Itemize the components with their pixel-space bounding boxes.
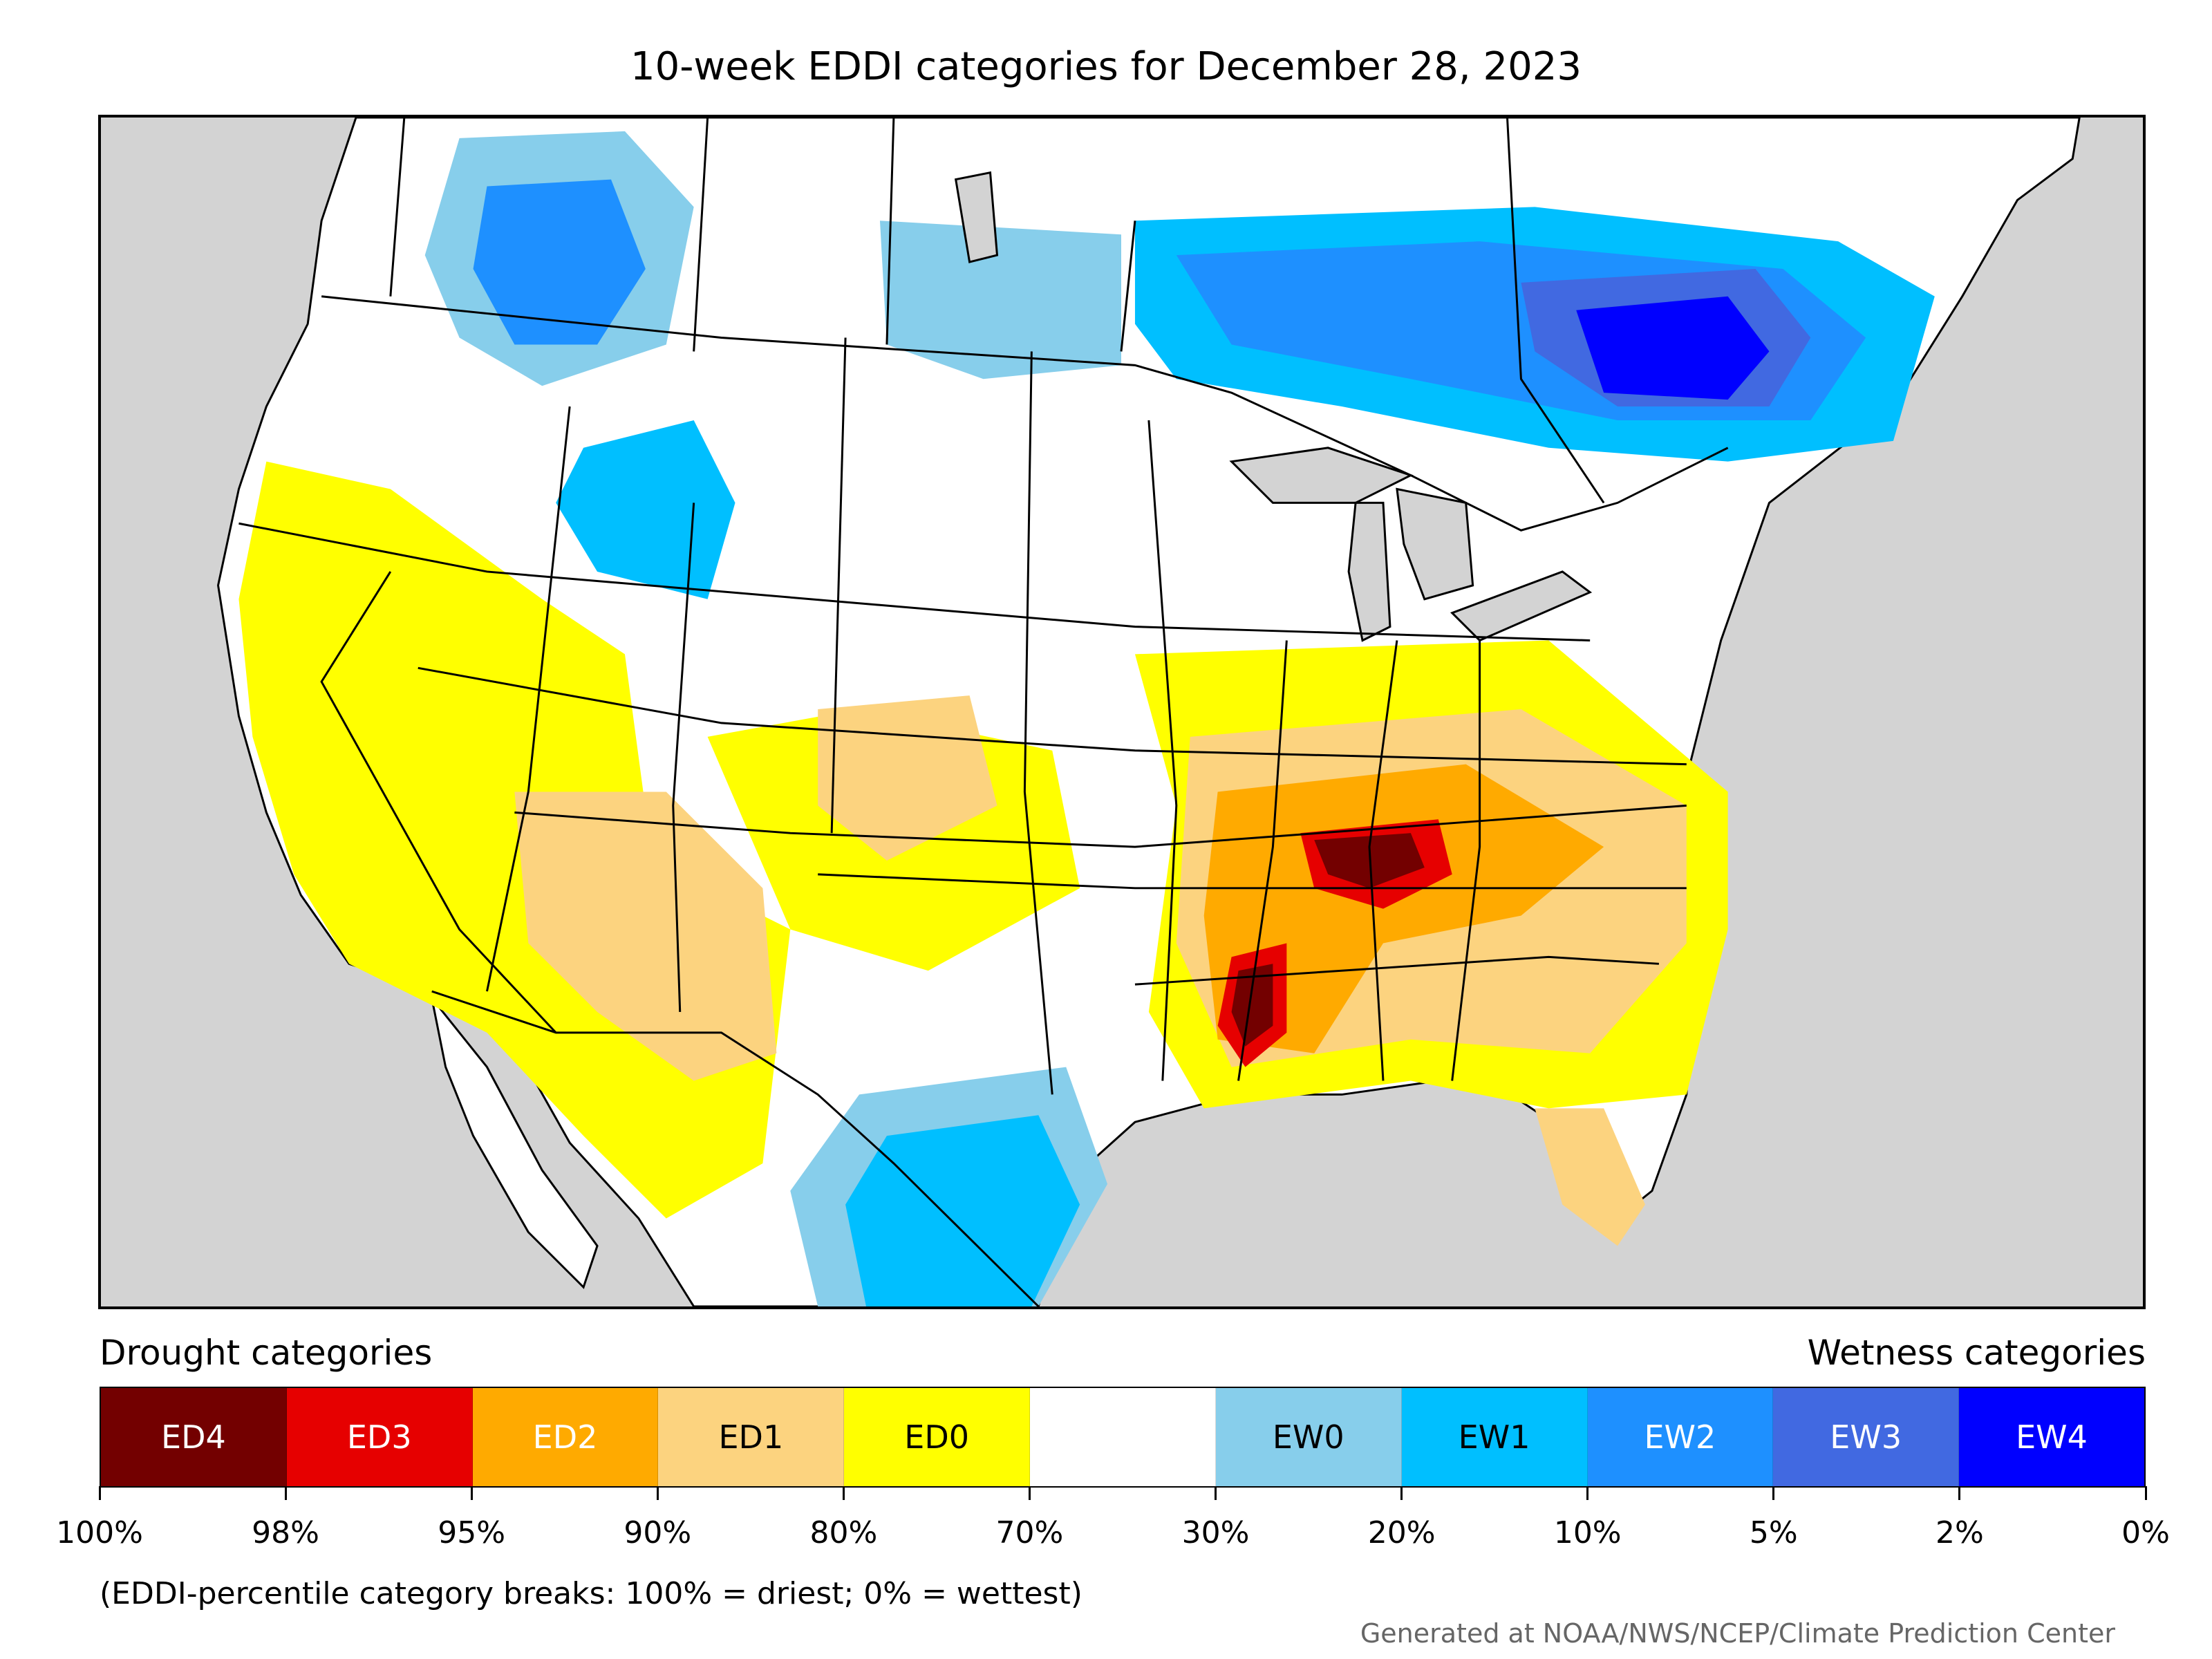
ew0-prairies: [879, 221, 1122, 379]
category-colorbar: ED4 ED3 ED2 ED1 ED0 EW0 EW1 EW2 EW3 EW4: [100, 1387, 2146, 1488]
canada-prov-line-3: [885, 118, 895, 345]
canada-prov-line-5: [1506, 118, 1605, 504]
state-line-8: [672, 503, 695, 1013]
colorbar-tick-label: 30%: [1181, 1515, 1250, 1550]
state-line-4: [818, 873, 1687, 890]
colorbar-tick-label: 98%: [252, 1515, 319, 1550]
colorbar-tick-label: 80%: [809, 1515, 878, 1550]
category-breaks-note: (EDDI-percentile category breaks: 100% =…: [100, 1576, 1082, 1611]
state-line-1: [238, 522, 1591, 641]
lake-superior: [1229, 447, 1414, 504]
lakes-layer: [954, 171, 1593, 642]
legend-category-ew2: EW2: [1587, 1388, 1774, 1486]
state-line-5: [1134, 955, 1659, 986]
baja-peninsula: [431, 997, 599, 1289]
colorbar-tick: [284, 1486, 287, 1500]
us-canada-border: [321, 295, 1729, 532]
legend-category-ed1: ED1: [658, 1388, 845, 1486]
legend-category-ew4: EW4: [1959, 1388, 2144, 1486]
colorbar-tick: [1215, 1486, 1217, 1500]
map-canvas: [217, 118, 2081, 1306]
state-line-11: [1147, 420, 1178, 1081]
colorbar-tick-label: 95%: [438, 1515, 506, 1550]
ed1-florida: [1535, 1108, 1645, 1246]
lake-winnipeg: [954, 171, 999, 263]
drought-categories-heading: Drought categories: [100, 1333, 433, 1373]
colorbar-tick: [98, 1486, 101, 1500]
state-line-7: [486, 406, 571, 992]
canada-prov-line-2: [693, 118, 709, 352]
colorbar-ticks: [98, 1486, 2147, 1500]
legend-category-ew1: EW1: [1401, 1388, 1588, 1486]
colorbar-tick: [1400, 1486, 1403, 1500]
colorbar-tick: [1586, 1486, 1589, 1500]
legend-category-ed0: ED0: [844, 1388, 1031, 1486]
state-line-2: [418, 666, 1687, 766]
credit-line: Generated at NOAA/NWS/NCEP/Climate Predi…: [1360, 1618, 2115, 1649]
canada-prov-line-1: [389, 118, 406, 297]
eddi-map: [98, 115, 2146, 1309]
state-line-6: [320, 571, 557, 1033]
colorbar-tick: [1028, 1486, 1031, 1500]
ed4-lower-mississippi: [1231, 964, 1273, 1047]
colorbar-tick: [2144, 1486, 2147, 1500]
colorbar-tick: [842, 1486, 845, 1500]
ed1-southwest: [514, 791, 777, 1081]
ew2-canada-west: [473, 179, 646, 345]
lake-erie-ontario: [1450, 570, 1593, 642]
colorbar-tick: [470, 1486, 473, 1500]
category-shading: [238, 131, 1935, 1306]
colorbar-tick-label: 2%: [1936, 1515, 1984, 1550]
colorbar-tick-label: 100%: [56, 1515, 143, 1550]
colorbar-tick: [656, 1486, 659, 1500]
colorbar-tick-label: 70%: [995, 1515, 1064, 1550]
lake-huron: [1396, 487, 1474, 601]
colorbar-tick: [1772, 1486, 1775, 1500]
legend-category-ew0: EW0: [1215, 1388, 1402, 1486]
colorbar-tick-label: 10%: [1553, 1515, 1622, 1550]
us-mexico-border: [431, 990, 1040, 1306]
state-line-14: [1451, 640, 1481, 1081]
state-line-13: [1368, 640, 1398, 1081]
ew4-quebec: [1576, 296, 1770, 400]
boundary-lines: [238, 118, 1729, 1306]
state-line-12: [1237, 640, 1288, 1081]
colorbar-tick-label: 20%: [1367, 1515, 1436, 1550]
colorbar-tick: [1958, 1486, 1961, 1500]
wetness-categories-heading: Wetness categories: [1807, 1333, 2146, 1373]
legend-category-ed3: ED3: [286, 1388, 473, 1486]
colorbar-tick-label: 0%: [2121, 1515, 2170, 1550]
state-line-3: [514, 804, 1687, 848]
legend-category-ew3: EW3: [1773, 1388, 1960, 1486]
legend-category-ed4: ED4: [101, 1388, 287, 1486]
canada-prov-line-4: [1120, 221, 1136, 352]
legend-category-normal: [1030, 1388, 1216, 1486]
colorbar-tick-label: 5%: [1749, 1515, 1798, 1550]
ew1-texas: [845, 1115, 1080, 1306]
legend-category-ed2: ED2: [472, 1388, 659, 1486]
state-line-9: [830, 337, 847, 834]
colorbar-tick-label: 90%: [624, 1515, 692, 1550]
map-title: 10-week EDDI categories for December 28,…: [630, 44, 1582, 89]
ed1-colorado: [818, 695, 997, 861]
state-line-10: [1023, 351, 1053, 1095]
